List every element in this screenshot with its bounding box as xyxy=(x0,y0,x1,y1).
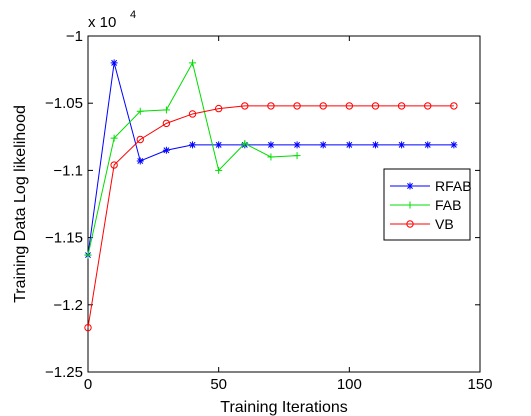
y-tick-label: −1.15 xyxy=(45,230,83,247)
x-tick-label: 50 xyxy=(210,376,227,393)
marker-star-d2 xyxy=(450,141,457,148)
data-point-rfab xyxy=(215,141,223,149)
data-point-rfab xyxy=(345,141,353,149)
legend: RFAB FAB VB xyxy=(383,168,472,241)
data-point-vb xyxy=(371,102,380,110)
marker-star-d2 xyxy=(320,141,327,148)
data-point-rfab xyxy=(371,141,379,149)
data-point-rfab xyxy=(450,141,458,149)
data-point-fab xyxy=(189,59,197,67)
y-multiplier-exponent: 4 xyxy=(130,9,136,21)
marker-circle xyxy=(188,110,197,118)
y-multiplier-label: x 10 xyxy=(88,14,116,31)
legend-marker-rfab xyxy=(406,182,414,190)
x-tick-label: 100 xyxy=(337,376,362,393)
marker-star-d2 xyxy=(189,141,196,148)
marker-star-d2 xyxy=(137,158,144,164)
marker-circle xyxy=(110,161,118,169)
axis-ticks: 0 50 100 150 −1.25 −1.2 −1.15 −1.1 −1.05 −1 xyxy=(45,28,492,393)
marker-circle xyxy=(424,102,432,110)
data-point-vb xyxy=(345,102,354,110)
legend-marker-vb xyxy=(406,220,414,228)
marker-star-d2 xyxy=(346,141,353,148)
marker-circle xyxy=(241,102,249,110)
x-axis-label: Training Iterations xyxy=(220,399,347,416)
data-point-fab xyxy=(215,166,223,174)
data-point-vb xyxy=(424,102,432,110)
marker-star-d2 xyxy=(294,141,301,148)
data-point-rfab xyxy=(398,141,406,149)
data-point-vb xyxy=(84,323,92,332)
marker-circle xyxy=(319,102,327,110)
series-line-vb xyxy=(87,105,454,328)
marker-circle xyxy=(371,102,380,110)
marker-circle xyxy=(214,104,223,113)
marker-star-d2 xyxy=(111,59,118,66)
marker-star-d2 xyxy=(163,147,170,154)
data-point-vb xyxy=(110,161,118,169)
marker-star-d2 xyxy=(267,141,274,148)
data-point-vb xyxy=(162,119,171,128)
y-tick-label: −1.05 xyxy=(45,95,83,112)
y-tick-label: −1.25 xyxy=(45,364,83,381)
data-point-vb xyxy=(188,110,197,118)
marker-circle xyxy=(397,102,406,110)
data-point-fab xyxy=(267,153,275,161)
marker-star-d2 xyxy=(424,141,431,148)
data-point-fab xyxy=(84,251,92,259)
data-point-rfab xyxy=(110,59,118,67)
series-rfab xyxy=(84,59,458,259)
data-point-rfab xyxy=(162,146,170,154)
data-point-rfab xyxy=(267,141,275,149)
series-fab xyxy=(84,59,301,259)
data-point-vb xyxy=(397,102,406,110)
data-point-rfab xyxy=(136,157,144,165)
y-tick-label: −1 xyxy=(66,28,83,45)
data-point-rfab xyxy=(319,141,327,149)
data-point-vb xyxy=(267,102,275,110)
data-point-vb xyxy=(214,104,223,113)
data-point-fab xyxy=(110,134,118,142)
data-point-rfab xyxy=(424,141,432,149)
marker-circle xyxy=(406,220,414,228)
data-point-rfab xyxy=(189,141,197,149)
data-point-vb xyxy=(319,102,327,110)
y-tick-label: −1.1 xyxy=(53,162,83,179)
x-tick-label: 150 xyxy=(467,376,492,393)
data-point-rfab xyxy=(293,141,301,149)
data-point-vb xyxy=(450,102,458,110)
legend-label-rfab: RFAB xyxy=(435,178,472,194)
data-point-fab xyxy=(241,140,249,148)
marker-circle xyxy=(162,119,171,128)
data-point-vb xyxy=(241,102,249,110)
marker-star-d2 xyxy=(398,141,405,148)
series-layer xyxy=(84,59,458,332)
marker-star-d2 xyxy=(215,141,222,148)
marker-circle xyxy=(450,102,458,110)
marker-circle xyxy=(267,102,275,110)
marker-circle xyxy=(293,102,301,110)
legend-marker-fab xyxy=(406,201,414,209)
series-vb xyxy=(84,102,458,332)
legend-label-fab: FAB xyxy=(435,197,461,213)
data-point-fab xyxy=(293,152,301,160)
data-point-fab xyxy=(162,106,170,114)
y-tick-label: −1.2 xyxy=(53,297,83,314)
data-point-vb xyxy=(136,135,144,144)
marker-circle xyxy=(345,102,354,110)
x-tick-label: 0 xyxy=(84,376,92,393)
data-point-vb xyxy=(293,102,301,110)
marker-star-d2 xyxy=(407,183,413,189)
legend-label-vb: VB xyxy=(435,216,454,232)
marker-circle xyxy=(84,323,92,332)
marker-circle xyxy=(136,135,144,144)
marker-star-d2 xyxy=(372,141,379,148)
y-axis-label: Training Data Log likelihood xyxy=(12,105,29,303)
data-point-fab xyxy=(136,107,144,115)
